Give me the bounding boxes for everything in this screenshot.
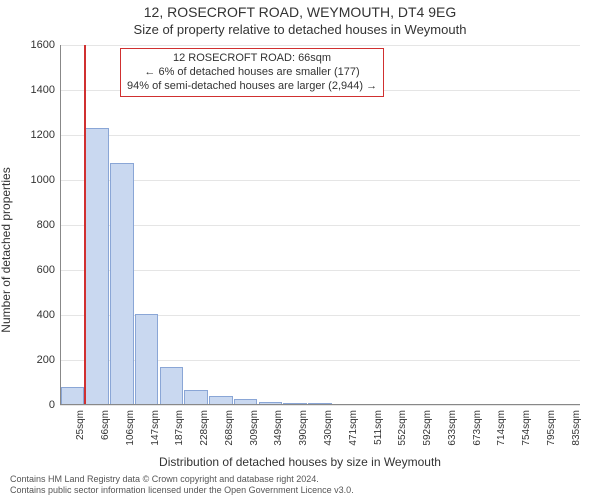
gridline bbox=[60, 135, 580, 136]
y-tick-label: 800 bbox=[15, 219, 55, 231]
x-tick-label: 390sqm bbox=[298, 410, 309, 446]
property-marker-line bbox=[84, 45, 86, 405]
x-tick-label: 106sqm bbox=[125, 410, 136, 446]
histogram-bar bbox=[160, 367, 184, 405]
y-tick-label: 0 bbox=[15, 399, 55, 411]
footnote-line1: Contains HM Land Registry data © Crown c… bbox=[10, 474, 354, 485]
gridline bbox=[60, 180, 580, 181]
x-tick-label: 66sqm bbox=[100, 410, 111, 440]
callout-line1: 12 ROSECROFT ROAD: 66sqm bbox=[127, 52, 377, 66]
x-tick-label: 228sqm bbox=[199, 410, 210, 446]
y-tick-label: 1400 bbox=[15, 84, 55, 96]
y-tick-label: 200 bbox=[15, 354, 55, 366]
histogram-bar bbox=[135, 314, 159, 405]
histogram-bar bbox=[85, 128, 109, 405]
x-tick-label: 633sqm bbox=[447, 410, 458, 446]
y-tick-label: 600 bbox=[15, 264, 55, 276]
x-tick-label: 471sqm bbox=[348, 410, 359, 446]
x-axis-line bbox=[60, 404, 580, 405]
x-tick-label: 592sqm bbox=[422, 410, 433, 446]
x-axis-label: Distribution of detached houses by size … bbox=[0, 455, 600, 469]
gridline bbox=[60, 405, 580, 406]
chart-subtitle: Size of property relative to detached ho… bbox=[0, 22, 600, 37]
y-tick-label: 400 bbox=[15, 309, 55, 321]
x-tick-label: 552sqm bbox=[397, 410, 408, 446]
callout-line2: ← 6% of detached houses are smaller (177… bbox=[127, 66, 377, 80]
gridline bbox=[60, 225, 580, 226]
x-tick-label: 268sqm bbox=[224, 410, 235, 446]
y-tick-label: 1200 bbox=[15, 129, 55, 141]
footnote: Contains HM Land Registry data © Crown c… bbox=[10, 474, 354, 496]
callout-box: 12 ROSECROFT ROAD: 66sqm ← 6% of detache… bbox=[120, 48, 384, 97]
histogram-bar bbox=[110, 163, 134, 405]
x-tick-label: 187sqm bbox=[174, 410, 185, 446]
x-tick-label: 673sqm bbox=[472, 410, 483, 446]
gridline bbox=[60, 45, 580, 46]
y-tick-label: 1600 bbox=[15, 39, 55, 51]
gridline bbox=[60, 270, 580, 271]
x-tick-label: 430sqm bbox=[323, 410, 334, 446]
histogram-bar bbox=[184, 390, 208, 405]
x-tick-label: 714sqm bbox=[496, 410, 507, 446]
x-tick-label: 835sqm bbox=[571, 410, 582, 446]
plot-area: 02004006008001000120014001600 25sqm66sqm… bbox=[60, 45, 580, 405]
x-tick-label: 754sqm bbox=[521, 410, 532, 446]
callout-line3: 94% of semi-detached houses are larger (… bbox=[127, 80, 377, 94]
x-tick-label: 147sqm bbox=[150, 410, 161, 446]
chart-container: 12, ROSECROFT ROAD, WEYMOUTH, DT4 9EG Si… bbox=[0, 0, 600, 500]
y-axis-label: Number of detached properties bbox=[0, 167, 13, 332]
histogram-bar bbox=[61, 387, 85, 405]
page-title: 12, ROSECROFT ROAD, WEYMOUTH, DT4 9EG bbox=[0, 4, 600, 20]
footnote-line2: Contains public sector information licen… bbox=[10, 485, 354, 496]
x-tick-label: 25sqm bbox=[75, 410, 86, 440]
y-tick-label: 1000 bbox=[15, 174, 55, 186]
y-axis-line bbox=[60, 45, 61, 405]
x-tick-label: 795sqm bbox=[546, 410, 557, 446]
x-tick-label: 511sqm bbox=[373, 410, 384, 445]
x-tick-label: 349sqm bbox=[273, 410, 284, 446]
x-tick-label: 309sqm bbox=[249, 410, 260, 446]
